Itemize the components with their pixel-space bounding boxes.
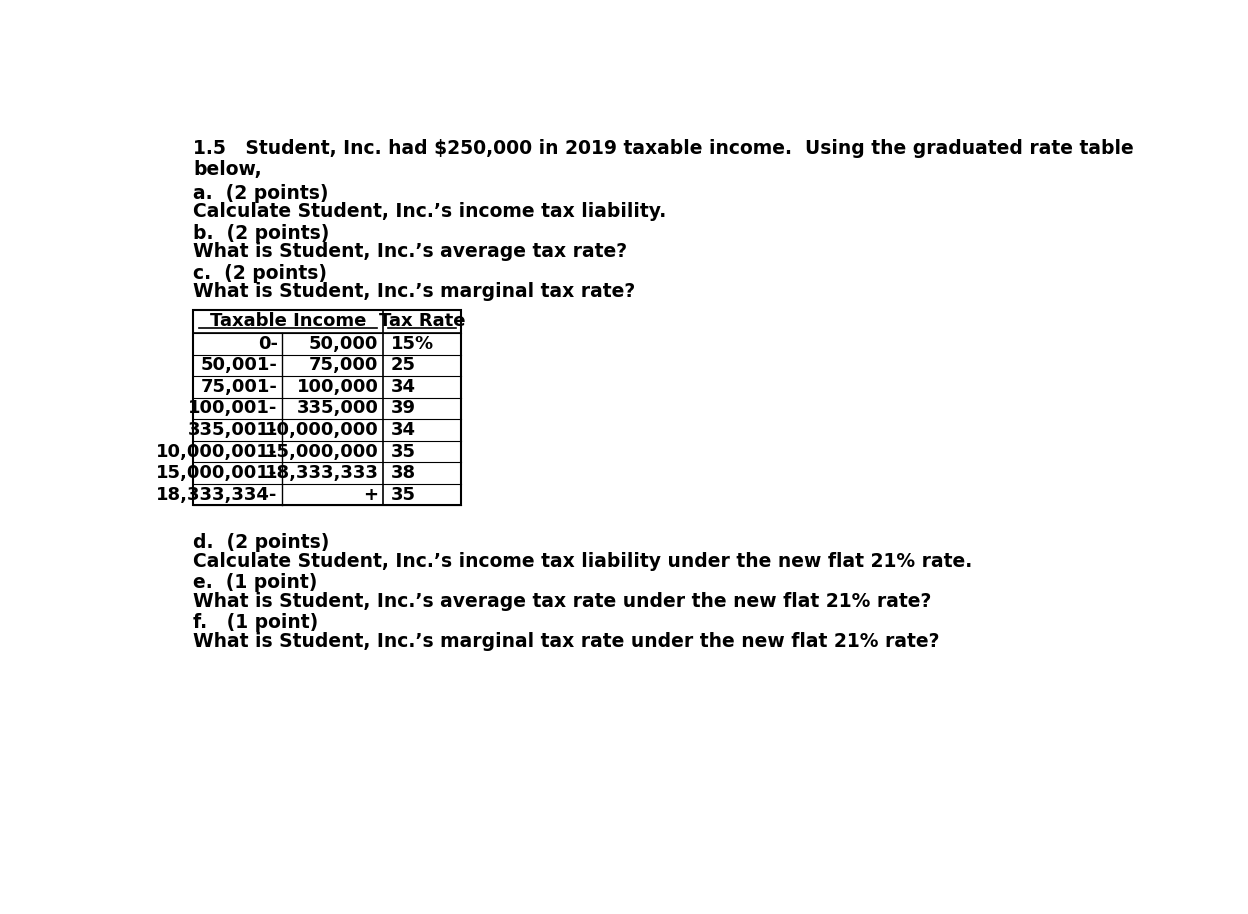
Text: c.  (2 points): c. (2 points) <box>193 263 327 282</box>
Text: What is Student, Inc.’s marginal tax rate under the new flat 21% rate?: What is Student, Inc.’s marginal tax rat… <box>193 632 940 651</box>
Text: 34: 34 <box>391 421 416 439</box>
Text: d.  (2 points): d. (2 points) <box>193 533 329 552</box>
Text: below,: below, <box>193 161 262 179</box>
Text: What is Student, Inc.’s average tax rate?: What is Student, Inc.’s average tax rate… <box>193 242 628 261</box>
Text: 15%: 15% <box>391 335 434 353</box>
Text: 10,000,000: 10,000,000 <box>265 421 378 439</box>
Text: Calculate Student, Inc.’s income tax liability under the new flat 21% rate.: Calculate Student, Inc.’s income tax lia… <box>193 552 972 570</box>
Text: 10,000,001-: 10,000,001- <box>156 442 277 461</box>
Text: 75,000: 75,000 <box>310 356 378 375</box>
Text: +: + <box>363 485 378 504</box>
Text: 335,001-: 335,001- <box>188 421 277 439</box>
Text: b.  (2 points): b. (2 points) <box>193 224 329 242</box>
Text: Tax Rate: Tax Rate <box>378 313 466 331</box>
Text: 75,001-: 75,001- <box>201 377 277 396</box>
Bar <box>193 310 461 505</box>
Text: 35: 35 <box>391 485 416 504</box>
Text: 15,000,001-: 15,000,001- <box>156 464 277 482</box>
Text: 38: 38 <box>391 464 416 482</box>
Text: What is Student, Inc.’s marginal tax rate?: What is Student, Inc.’s marginal tax rat… <box>193 282 635 301</box>
Text: Taxable Income: Taxable Income <box>210 313 367 331</box>
Text: 39: 39 <box>391 399 416 418</box>
Text: 18,333,334-: 18,333,334- <box>156 485 277 504</box>
Text: 100,000: 100,000 <box>297 377 378 396</box>
Text: f.   (1 point): f. (1 point) <box>193 613 318 632</box>
Text: 35: 35 <box>391 442 416 461</box>
Text: What is Student, Inc.’s average tax rate under the new flat 21% rate?: What is Student, Inc.’s average tax rate… <box>193 591 931 611</box>
Text: 335,000: 335,000 <box>297 399 378 418</box>
Text: Calculate Student, Inc.’s income tax liability.: Calculate Student, Inc.’s income tax lia… <box>193 202 666 221</box>
Text: 50,001-: 50,001- <box>201 356 277 375</box>
Text: e.  (1 point): e. (1 point) <box>193 573 317 592</box>
Text: 18,333,333: 18,333,333 <box>265 464 378 482</box>
Text: 34: 34 <box>391 377 416 396</box>
Text: 100,001-: 100,001- <box>188 399 277 418</box>
Text: a.  (2 points): a. (2 points) <box>193 184 328 203</box>
Text: 50,000: 50,000 <box>310 335 378 353</box>
Text: 1.5   Student, Inc. had $250,000 in 2019 taxable income.  Using the graduated ra: 1.5 Student, Inc. had $250,000 in 2019 t… <box>193 139 1134 158</box>
Text: 0-: 0- <box>257 335 277 353</box>
Text: 15,000,000: 15,000,000 <box>265 442 378 461</box>
Text: 25: 25 <box>391 356 416 375</box>
